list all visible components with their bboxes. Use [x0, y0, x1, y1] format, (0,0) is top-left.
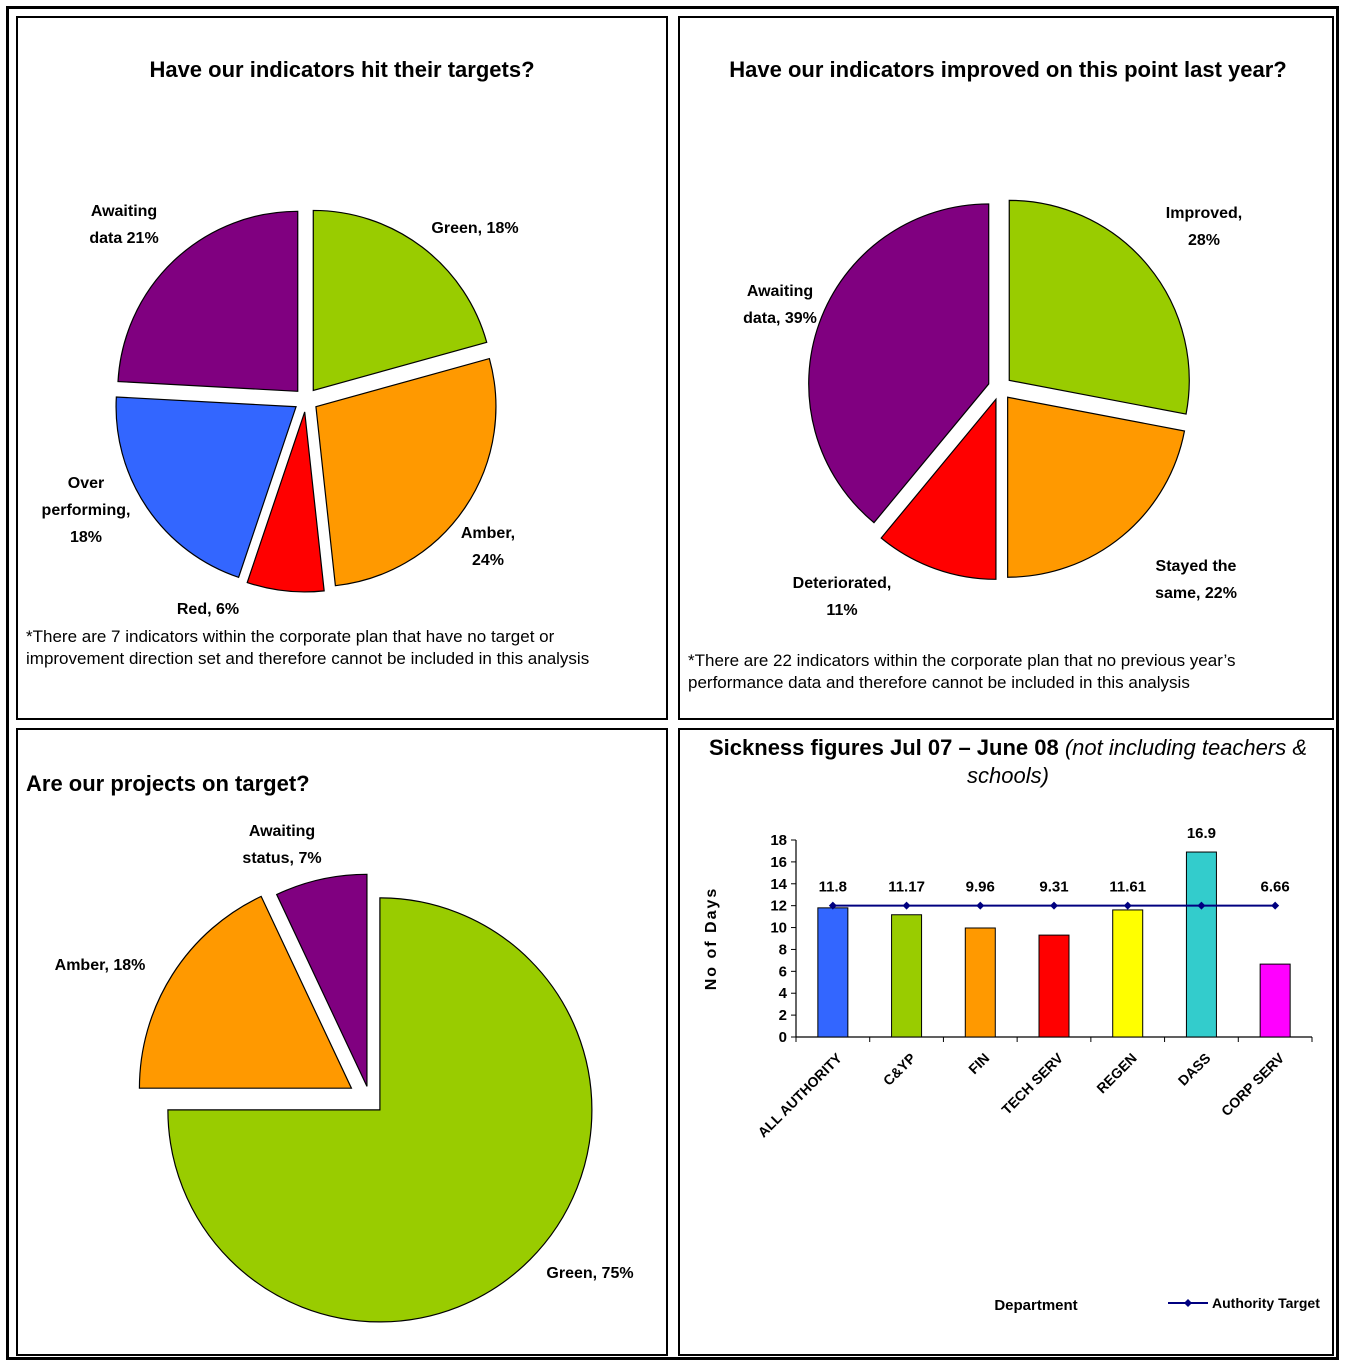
- bar-value-label: 11.17: [888, 879, 925, 896]
- bar: [1038, 934, 1070, 1038]
- pie-chart-improved: Improved, 28% Stayed the same, 22% Deteriora…: [743, 199, 1242, 619]
- slice-label: Amber, 24%: [461, 525, 515, 569]
- slice-label: Over performing, 18%: [42, 475, 131, 546]
- bar: [817, 907, 849, 1038]
- bar-value-label: 9.96: [966, 879, 995, 896]
- pie-slice: [115, 396, 297, 579]
- chart-footnote: *There are 22 indicators within the corp…: [688, 651, 1236, 692]
- x-tick-label: CORP SERV: [1218, 1049, 1288, 1119]
- y-tick-label: 4: [779, 985, 788, 1002]
- x-tick-label: C&YP: [880, 1050, 919, 1089]
- x-tick-label: FIN: [965, 1050, 992, 1077]
- target-marker: [1271, 901, 1280, 910]
- bar-value-label: 6.66: [1261, 879, 1290, 896]
- pie-slice: [1007, 396, 1186, 578]
- y-tick-label: 6: [779, 963, 787, 980]
- x-tick-label: ALL AUTHORITY: [754, 1049, 845, 1140]
- x-tick-label: TECH SERV: [998, 1049, 1066, 1117]
- y-tick-label: 8: [779, 941, 787, 958]
- slice-label: Green, 18%: [431, 220, 518, 237]
- panel-targets: Have our indicators hit their targets? G…: [16, 16, 668, 720]
- bar-value-label: 11.8: [819, 879, 847, 896]
- y-tick-label: 12: [770, 898, 787, 915]
- pie-slice: [808, 203, 990, 524]
- panel-title: Sickness figures Jul 07 – June 08 (not i…: [690, 734, 1326, 790]
- bar-chart-sickness: 0 2 4 6 8 10 12 14 16 18 11.8 ALL AUTHORITY 11.17 C&Y…: [703, 825, 1320, 1314]
- slice-label: Amber, 18%: [55, 957, 146, 974]
- panel-sickness: Sickness figures Jul 07 – June 08 (not i…: [678, 728, 1334, 1356]
- slice-label: Awaiting status, 7%: [242, 823, 321, 867]
- pie-slice: [275, 873, 368, 1087]
- legend-label: Authority Target: [1212, 1295, 1320, 1311]
- x-tick-label: DASS: [1175, 1050, 1214, 1089]
- y-tick-label: 16: [770, 854, 787, 871]
- target-marker: [1050, 901, 1058, 910]
- y-tick-label: 2: [779, 1007, 787, 1024]
- pie-chart-projects: Green, 75% Amber, 18% Awaiting status, 7%: [55, 823, 634, 1323]
- slice-label: Green, 75%: [546, 1265, 633, 1282]
- bar: [964, 927, 996, 1038]
- pie-slice: [117, 210, 299, 392]
- pie-slice: [246, 411, 325, 593]
- pie-slice: [880, 397, 997, 580]
- y-tick-label: 18: [770, 832, 787, 849]
- slice-label: Stayed the same, 22%: [1155, 558, 1237, 602]
- target-marker: [1197, 901, 1206, 910]
- target-marker: [828, 901, 837, 910]
- title-italic: (not including teachers & schools): [967, 735, 1307, 788]
- y-tick-label: 0: [779, 1029, 787, 1046]
- panel-projects: Are our projects on target? Green, 75% Am…: [16, 728, 668, 1356]
- slice-label: Improved, 28%: [1166, 205, 1242, 249]
- bar: [1112, 909, 1144, 1038]
- slice-label: Red, 6%: [177, 601, 239, 618]
- bar-value-label: 11.61: [1109, 879, 1146, 896]
- panel-title: Have our indicators improved on this poi…: [729, 57, 1287, 82]
- bar: [1259, 963, 1291, 1038]
- y-axis-label: No of Days: [703, 887, 720, 991]
- bar: [1185, 851, 1217, 1038]
- x-axis-label: Department: [994, 1297, 1077, 1314]
- x-tick-label: REGEN: [1093, 1050, 1140, 1097]
- slice-label: Awaiting data 21%: [89, 203, 158, 247]
- panel-title: Are our projects on target?: [26, 771, 310, 796]
- y-tick-label: 10: [770, 920, 787, 937]
- pie-slice: [1008, 199, 1190, 415]
- panel-title: Have our indicators hit their targets?: [149, 57, 535, 82]
- pie-chart-targets: Green, 18% Amber, 24% Red, 6% Over performing…: [42, 203, 519, 618]
- title-main: Sickness figures Jul 07 – June 08: [709, 735, 1059, 760]
- target-marker: [902, 901, 911, 910]
- legend-marker: [1184, 1299, 1192, 1307]
- pie-slice: [315, 357, 497, 587]
- target-marker: [1123, 901, 1132, 910]
- pie-slice: [167, 897, 593, 1323]
- bar-value-label: 16.9: [1187, 825, 1216, 842]
- bar: [891, 914, 923, 1038]
- panel-improved: Have our indicators improved on this poi…: [678, 16, 1334, 720]
- target-marker: [976, 901, 985, 910]
- y-tick-label: 14: [770, 876, 787, 893]
- pie-slice: [312, 209, 488, 392]
- report-page: [6, 6, 1339, 1360]
- bar-value-label: 9.31: [1039, 879, 1068, 896]
- slice-label: Awaiting data, 39%: [743, 283, 817, 327]
- chart-footnote: *There are 7 indicators within the corpo…: [26, 627, 590, 668]
- slice-label: Deteriorated, 11%: [793, 575, 892, 619]
- pie-slice: [138, 895, 353, 1089]
